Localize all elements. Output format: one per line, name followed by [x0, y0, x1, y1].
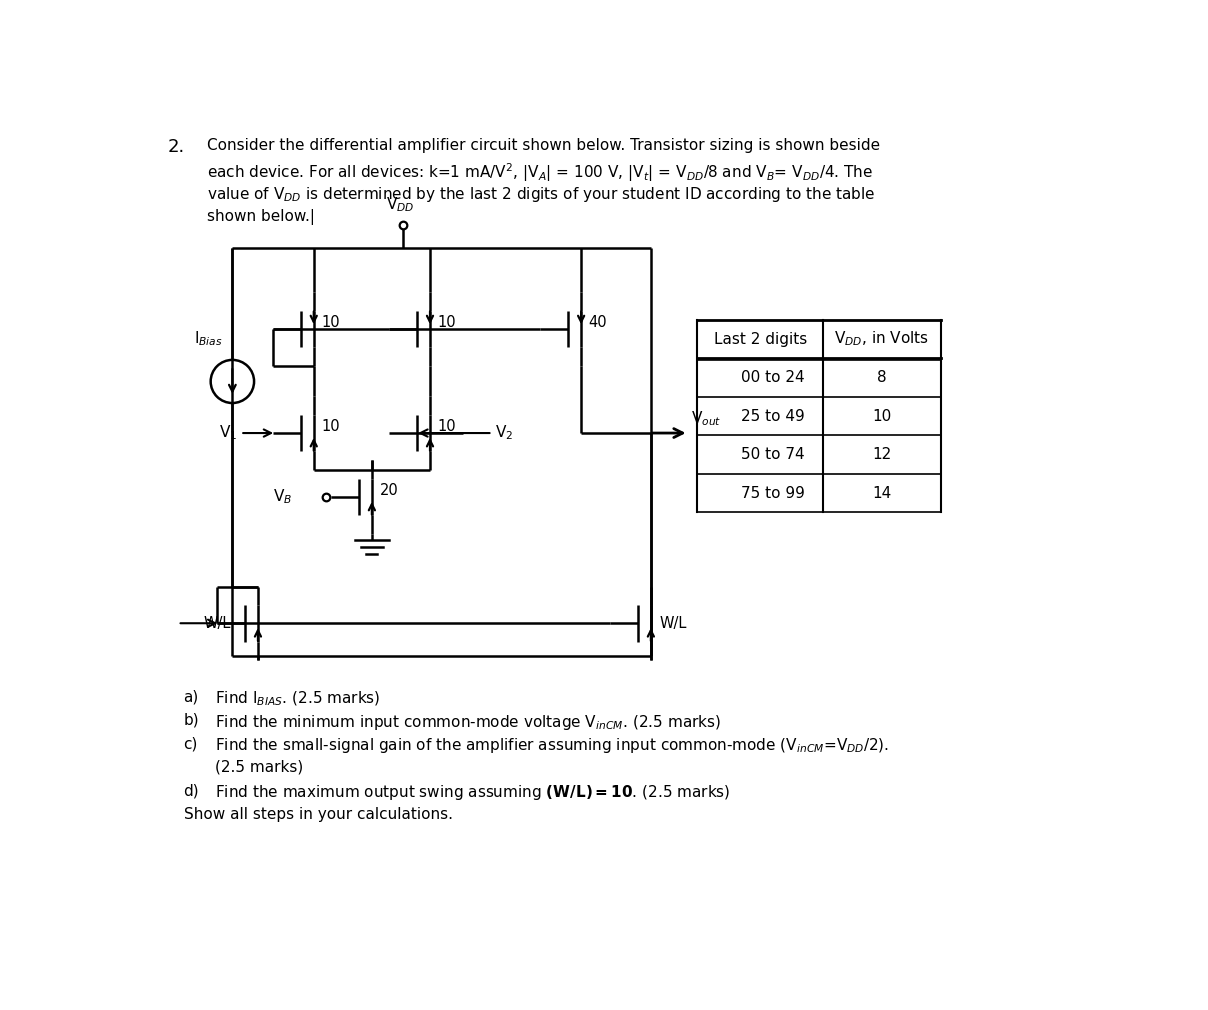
Text: 10: 10 — [872, 409, 892, 423]
Text: 2.: 2. — [168, 138, 185, 157]
Text: V$_{DD}$: V$_{DD}$ — [385, 196, 414, 214]
Text: Find the minimum input common-mode voltage V$_{inCM}$. (2.5 marks): Find the minimum input common-mode volta… — [215, 713, 720, 732]
Text: 14: 14 — [872, 486, 892, 501]
Text: Show all steps in your calculations.: Show all steps in your calculations. — [184, 807, 453, 822]
Text: Find the maximum output swing assuming $\bf{(W/L) =10}$. (2.5 marks): Find the maximum output swing assuming $… — [215, 784, 730, 802]
Text: W/L: W/L — [204, 616, 231, 630]
Text: V$_B$: V$_B$ — [273, 488, 292, 506]
Text: a): a) — [184, 690, 199, 704]
Text: V$_{DD}$, in Volts: V$_{DD}$, in Volts — [835, 329, 929, 348]
Text: b): b) — [184, 713, 199, 728]
Text: 10: 10 — [437, 315, 457, 330]
Text: (2.5 marks): (2.5 marks) — [215, 760, 303, 775]
Text: shown below.|: shown below.| — [207, 209, 315, 224]
Text: Consider the differential amplifier circuit shown below. Transistor sizing is sh: Consider the differential amplifier circ… — [207, 138, 879, 154]
Text: V$_{out}$: V$_{out}$ — [691, 410, 721, 428]
Text: each device. For all devices: k=1 mA/V$^2$, |V$_A$| = 100 V, |V$_t$| = V$_{DD}$/: each device. For all devices: k=1 mA/V$^… — [207, 162, 873, 184]
Text: W/L: W/L — [660, 616, 687, 630]
Text: 00 to 24: 00 to 24 — [742, 370, 805, 385]
Text: 8: 8 — [877, 370, 887, 385]
Text: 10: 10 — [321, 315, 339, 330]
Text: c): c) — [184, 736, 198, 751]
Text: 40: 40 — [588, 315, 608, 330]
Text: d): d) — [184, 784, 199, 798]
Text: 12: 12 — [872, 447, 892, 463]
Text: 10: 10 — [321, 419, 339, 434]
Text: 25 to 49: 25 to 49 — [742, 409, 805, 423]
Text: 20: 20 — [379, 483, 399, 498]
Text: 75 to 99: 75 to 99 — [742, 486, 806, 501]
Text: value of V$_{DD}$ is determined by the last 2 digits of your student ID accordin: value of V$_{DD}$ is determined by the l… — [207, 185, 875, 204]
Text: 10: 10 — [437, 419, 457, 434]
Text: Find the small-signal gain of the amplifier assuming input common-mode (V$_{inCM: Find the small-signal gain of the amplif… — [215, 736, 889, 755]
Text: Last 2 digits: Last 2 digits — [714, 331, 807, 346]
Text: V$_2$: V$_2$ — [495, 424, 513, 442]
Text: 50 to 74: 50 to 74 — [742, 447, 805, 463]
Text: I$_{Bias}$: I$_{Bias}$ — [194, 329, 223, 348]
Text: Find I$_{BIAS}$. (2.5 marks): Find I$_{BIAS}$. (2.5 marks) — [215, 690, 381, 708]
Text: V$_1$: V$_1$ — [220, 424, 238, 442]
